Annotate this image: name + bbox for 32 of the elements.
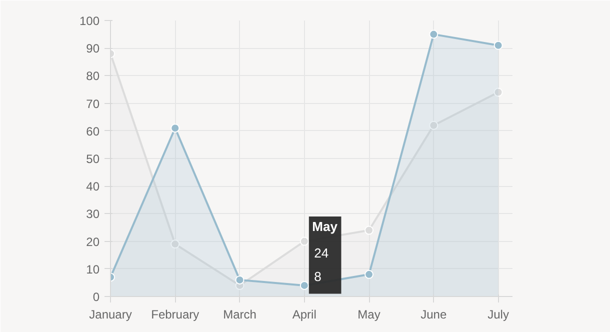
y-tick-label: 100	[79, 14, 100, 28]
point	[300, 280, 309, 290]
y-tick-label: 60	[86, 124, 100, 138]
point	[235, 275, 244, 284]
y-tick-label: 80	[86, 69, 100, 84]
annotation: 24	[314, 245, 329, 260]
point	[300, 236, 309, 246]
point	[494, 40, 503, 50]
y-tick-label: 50	[86, 152, 100, 166]
point	[170, 124, 180, 133]
x-tick-label: March	[223, 308, 256, 322]
point	[429, 120, 438, 130]
x-tick-label: January	[89, 308, 132, 322]
point	[364, 226, 374, 235]
x-tick-label: April	[292, 308, 316, 322]
x-tick-label: May	[358, 308, 380, 322]
y-tick-label: 70	[86, 96, 100, 111]
y-tick-label: 0	[92, 290, 100, 304]
x-tick-label: February	[151, 308, 200, 322]
y-tick-label: 10	[86, 262, 100, 276]
y-tick-label: 20	[86, 234, 100, 249]
y-tick-label: 40	[86, 180, 100, 194]
point	[364, 270, 374, 279]
y-tick-label: 30	[86, 207, 100, 222]
point	[429, 30, 438, 39]
y-tick-label: 90	[86, 42, 100, 56]
point	[170, 240, 180, 249]
x-tick-label: July	[488, 308, 509, 322]
annotation: May	[312, 219, 338, 234]
annotation: 8	[314, 268, 322, 284]
point	[494, 88, 503, 97]
x-tick-label: June	[420, 308, 447, 322]
